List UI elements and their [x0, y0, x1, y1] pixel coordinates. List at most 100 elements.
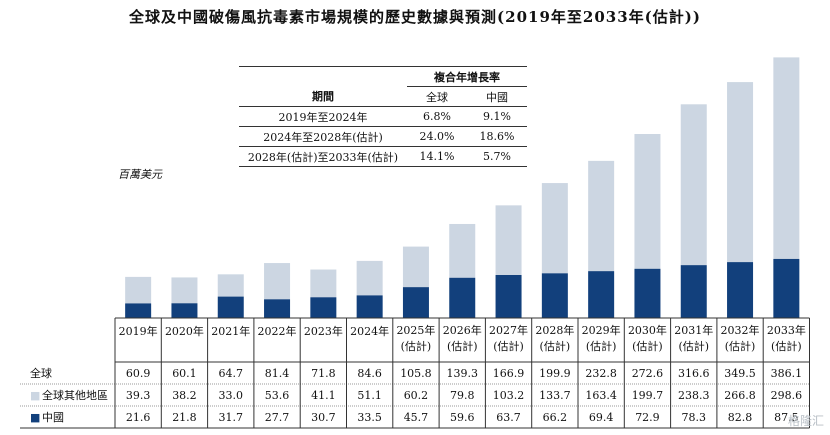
x-tick-label: 2029年: [582, 323, 621, 337]
row-label-other-marker: ■: [30, 389, 40, 402]
bar-china-6: [402, 287, 429, 318]
bar-china-4: [310, 297, 337, 318]
bar-china-10: [588, 271, 615, 318]
x-tick-label-sub: (估計): [401, 339, 432, 353]
value-other: 60.2: [404, 389, 429, 402]
cagr-global-header: 全球: [426, 90, 448, 104]
cagr-group-header: 複合年增長率: [407, 66, 527, 87]
value-global: 105.8: [400, 367, 432, 380]
value-china: 82.8: [728, 411, 753, 424]
value-other: 103.2: [493, 389, 525, 402]
value-global: 232.8: [585, 367, 617, 380]
value-global: 60.1: [172, 367, 197, 380]
x-tick-label: 2031年: [674, 323, 713, 337]
row-label-china-marker: ■: [30, 411, 40, 424]
cagr-period-header: 期間: [312, 90, 334, 104]
value-china: 30.7: [311, 411, 336, 424]
value-other: 298.6: [771, 389, 803, 402]
bar-china-9: [541, 273, 568, 318]
value-global: 71.8: [311, 367, 336, 380]
x-tick-label: 2024年: [350, 324, 389, 338]
bar-china-7: [449, 277, 476, 318]
x-tick-label-sub: (估計): [540, 339, 571, 353]
x-tick-label: 2033年: [767, 323, 806, 337]
value-china: 45.7: [404, 411, 429, 424]
bar-china-5: [356, 295, 383, 318]
value-china: 27.7: [265, 411, 290, 424]
watermark: 格隆汇: [787, 414, 824, 428]
bar-china-12: [680, 265, 707, 318]
value-global: 81.4: [265, 367, 290, 380]
value-china: 66.2: [543, 411, 568, 424]
cagr-global: 6.8%: [407, 106, 467, 127]
cagr-subheader-row: 期間 全球 中國: [239, 87, 527, 107]
cagr-china: 9.1%: [467, 106, 527, 127]
value-global: 139.3: [447, 367, 479, 380]
value-global: 166.9: [493, 367, 525, 380]
bar-other-1: [171, 277, 198, 304]
bar-china-8: [495, 275, 522, 318]
x-tick-label: 2032年: [721, 323, 760, 337]
row-label-other-label: 全球其他地區: [42, 388, 108, 402]
row-label-global: 全球: [30, 366, 52, 380]
bar-other-4: [310, 269, 337, 298]
x-tick-label: 2021年: [211, 324, 250, 338]
cagr-header-row: 複合年增長率: [239, 66, 527, 87]
bar-other-8: [495, 205, 522, 276]
cagr-period: 2024年至2028年(估計): [239, 126, 407, 147]
value-other: 163.4: [585, 389, 617, 402]
value-other: 38.2: [172, 389, 197, 402]
value-china: 78.3: [682, 411, 707, 424]
bar-other-2: [217, 274, 244, 297]
x-tick-label: 2027年: [489, 323, 528, 337]
x-tick-label: 2020年: [165, 324, 204, 338]
x-tick-label-sub: (估計): [493, 339, 524, 353]
cagr-global: 14.1%: [407, 146, 467, 167]
cagr-row: 2019年至2024年 6.8% 9.1%: [239, 106, 527, 127]
cagr-table: 複合年增長率 期間 全球 中國 2019年至2024年 6.8% 9.1% 20…: [239, 66, 527, 167]
value-china: 31.7: [219, 411, 244, 424]
value-china: 33.5: [357, 411, 382, 424]
x-tick-label: 2025年: [396, 323, 435, 337]
value-other: 53.6: [265, 389, 290, 402]
bar-china-14: [773, 258, 800, 318]
bar-other-0: [125, 276, 152, 304]
bar-other-10: [588, 160, 615, 272]
value-other: 238.3: [678, 389, 710, 402]
x-tick-label-sub: (估計): [447, 339, 478, 353]
value-china: 21.6: [126, 411, 151, 424]
bar-other-12: [680, 104, 707, 266]
cagr-row: 2028年(估計)至2033年(估計) 14.1% 5.7%: [239, 146, 527, 167]
row-label-china-label: 中國: [42, 411, 64, 424]
value-china: 69.4: [589, 411, 614, 424]
value-other: 199.7: [632, 389, 664, 402]
x-tick-label: 2022年: [258, 324, 297, 338]
cagr-global: 24.0%: [407, 126, 467, 147]
bar-other-11: [634, 133, 661, 269]
bar-china-1: [171, 303, 198, 318]
value-global: 349.5: [724, 367, 756, 380]
x-tick-label-sub: (估計): [725, 339, 756, 353]
cagr-period: 2019年至2024年: [239, 106, 407, 127]
x-tick-label: 2026年: [443, 323, 482, 337]
x-tick-label-sub: (估計): [632, 339, 663, 353]
value-china: 59.6: [450, 411, 475, 424]
value-other: 266.8: [724, 389, 756, 402]
bar-other-5: [356, 260, 383, 296]
bar-other-13: [727, 82, 754, 263]
cagr-china: 5.7%: [467, 146, 527, 167]
bar-other-3: [264, 263, 291, 300]
value-china: 72.9: [635, 411, 660, 424]
x-tick-label-sub: (估計): [678, 339, 709, 353]
value-other: 51.1: [357, 389, 382, 402]
x-tick-label: 2023年: [304, 324, 343, 338]
value-other: 79.8: [450, 389, 475, 402]
value-global: 84.6: [357, 367, 382, 380]
x-tick-label-sub: (估計): [771, 339, 802, 353]
bar-china-13: [727, 262, 754, 318]
value-global: 199.9: [539, 367, 571, 380]
x-tick-label: 2028年: [535, 323, 574, 337]
cagr-row: 2024年至2028年(估計) 24.0% 18.6%: [239, 126, 527, 147]
value-china: 63.7: [496, 411, 521, 424]
